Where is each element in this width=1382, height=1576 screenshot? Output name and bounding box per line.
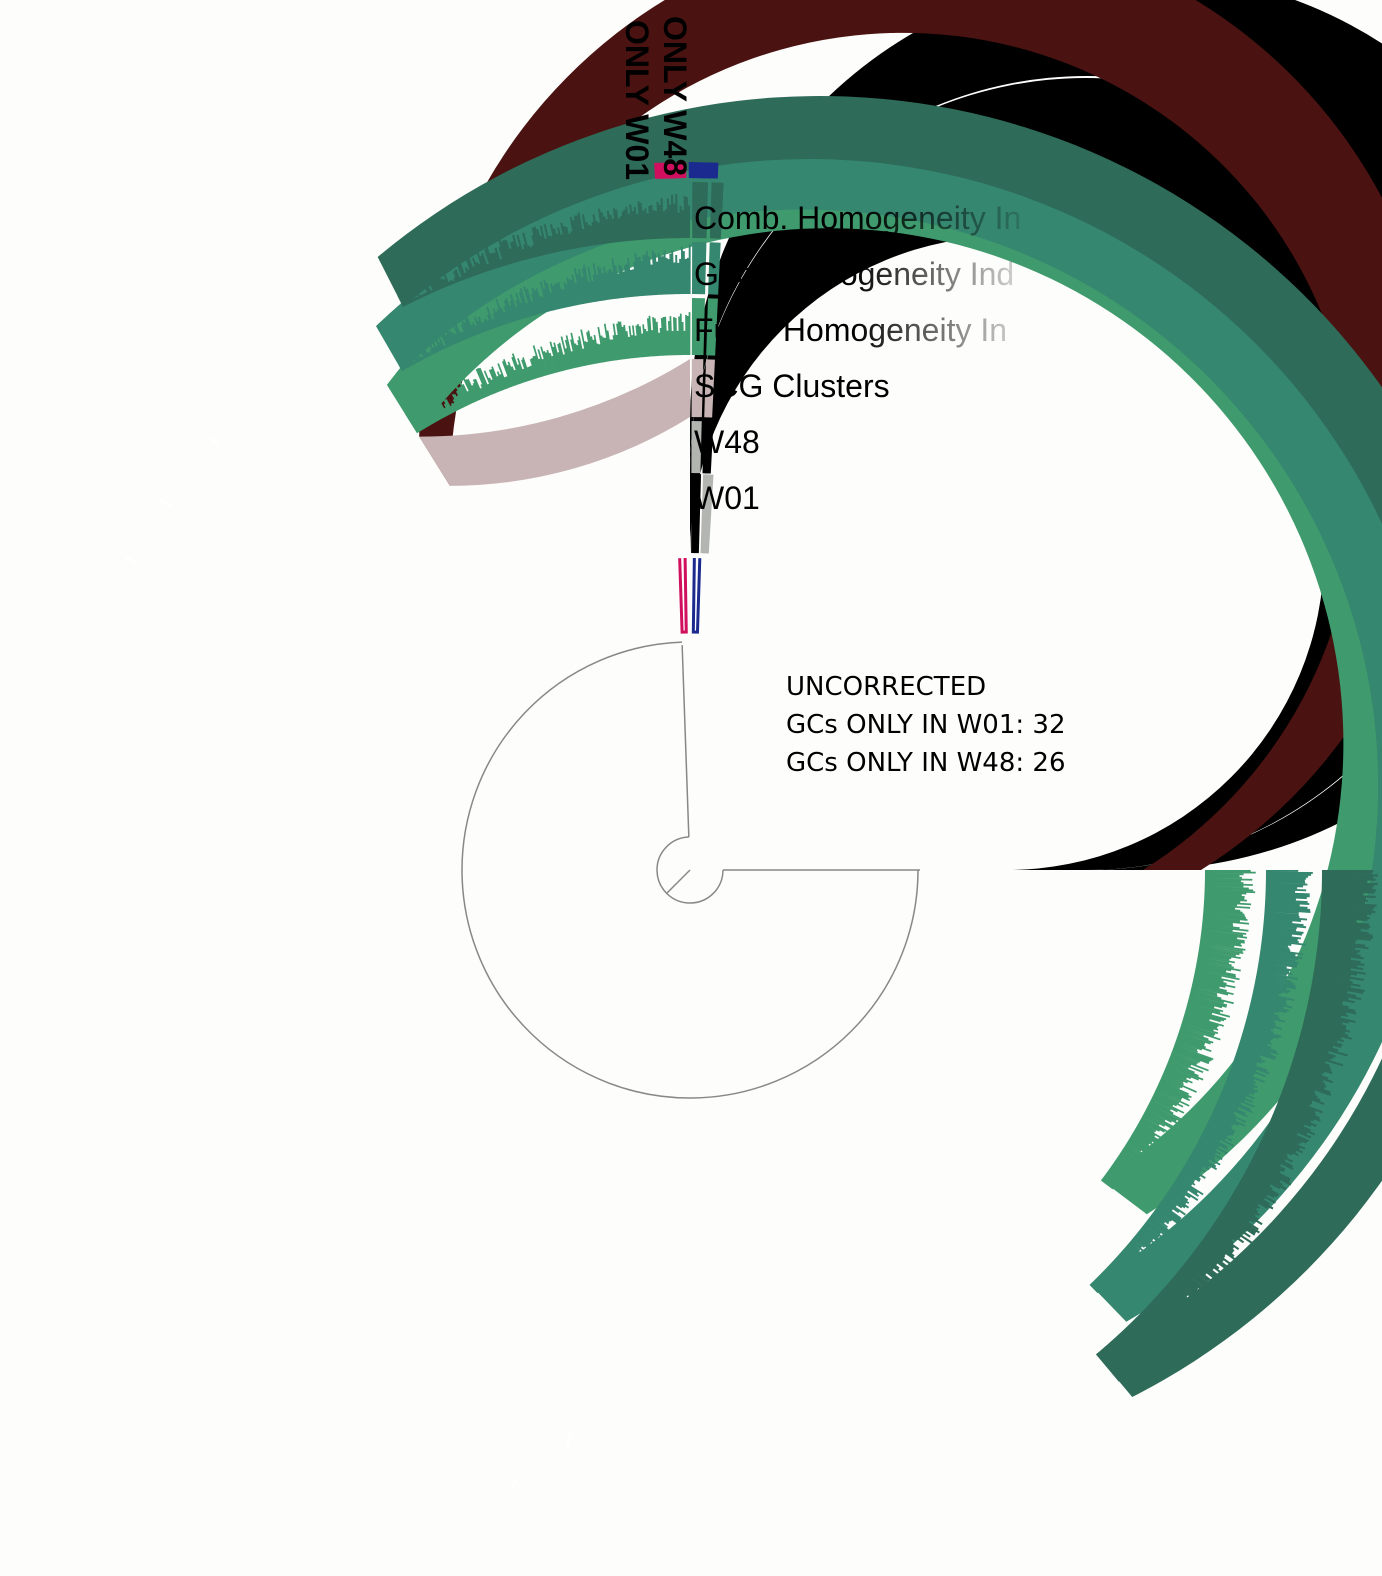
layer-labels: Comb. Homogeneity In Geo. Homogeneity In… bbox=[694, 200, 1021, 516]
ring-geo-bin-only-w01 bbox=[692, 242, 707, 295]
annotation-block: UNCORRECTED GCs ONLY IN W01: 32 GCs ONLY… bbox=[786, 672, 1066, 778]
tree-branch bbox=[676, 869, 691, 884]
tree-branch bbox=[666, 882, 678, 894]
layer-bar-graphs bbox=[397, 193, 1378, 1382]
annotation-w48-count: GCs ONLY IN W48: 26 bbox=[786, 748, 1066, 778]
bin-only-w01-inner-marker bbox=[678, 558, 688, 634]
ring-w01-bin-only-w48 bbox=[700, 474, 714, 554]
tree-branch bbox=[681, 645, 690, 838]
annotation-w01-count: GCs ONLY IN W01: 32 bbox=[786, 710, 1066, 740]
bars-func bbox=[404, 312, 691, 434]
bin-label-only-w01: ONLY W01 bbox=[619, 20, 655, 180]
ring-w48-bin-only-w48 bbox=[702, 421, 714, 474]
ring-comb-bin-only-w01 bbox=[692, 182, 709, 239]
bin-selections bbox=[654, 162, 719, 634]
bars-geo bbox=[1089, 870, 1313, 1299]
ring-notch bbox=[159, 498, 174, 509]
bars-geo bbox=[398, 244, 691, 372]
ring-notch bbox=[208, 436, 222, 449]
bars-func bbox=[1100, 870, 1256, 1195]
dendrogram bbox=[461, 641, 920, 1099]
ring-scg-bin-only-w01 bbox=[691, 359, 704, 418]
bin-label-only-w48: ONLY W48 bbox=[657, 16, 693, 176]
annotation-title: UNCORRECTED bbox=[786, 672, 986, 702]
layer-label-scg: SCG Clusters bbox=[694, 368, 890, 404]
ring-notch bbox=[565, 1433, 572, 1448]
layer-label-w01: W01 bbox=[694, 480, 760, 516]
layer-label-geo: Geo. Homogeneity Ind bbox=[694, 256, 1014, 292]
ring-scg-light bbox=[419, 359, 690, 486]
tree-arc bbox=[461, 641, 919, 1099]
layer-label-w48: W48 bbox=[694, 424, 760, 460]
bin-only-w48-outer-marker bbox=[688, 162, 719, 179]
ring-comb-bin-only-w48 bbox=[709, 182, 724, 239]
ring-scg-dark bbox=[419, 0, 1382, 870]
ring-geo-bin-only-w48 bbox=[708, 242, 721, 295]
bin-only-w48-inner-marker bbox=[691, 558, 702, 634]
layer-label-func: Func. Homogeneity In bbox=[694, 312, 1007, 348]
bars-comb bbox=[397, 193, 690, 307]
ring-func-bin-only-w01 bbox=[691, 298, 705, 356]
ring-w48 bbox=[690, 0, 1382, 870]
layer-label-comb: Comb. Homogeneity In bbox=[694, 200, 1021, 236]
ring-notch bbox=[124, 555, 138, 565]
ring-comb-solid bbox=[377, 96, 1382, 1398]
ring-func-bin-only-w48 bbox=[706, 298, 718, 356]
ring-notch bbox=[510, 1477, 518, 1492]
ring-w01-bin-only-w01 bbox=[691, 474, 702, 554]
bars-comb bbox=[1095, 870, 1378, 1382]
ring-scg-bin-only-w48 bbox=[704, 359, 715, 418]
bin-only-w01-outer-marker bbox=[654, 162, 687, 179]
ring-w48-bin-only-w01 bbox=[691, 421, 702, 474]
